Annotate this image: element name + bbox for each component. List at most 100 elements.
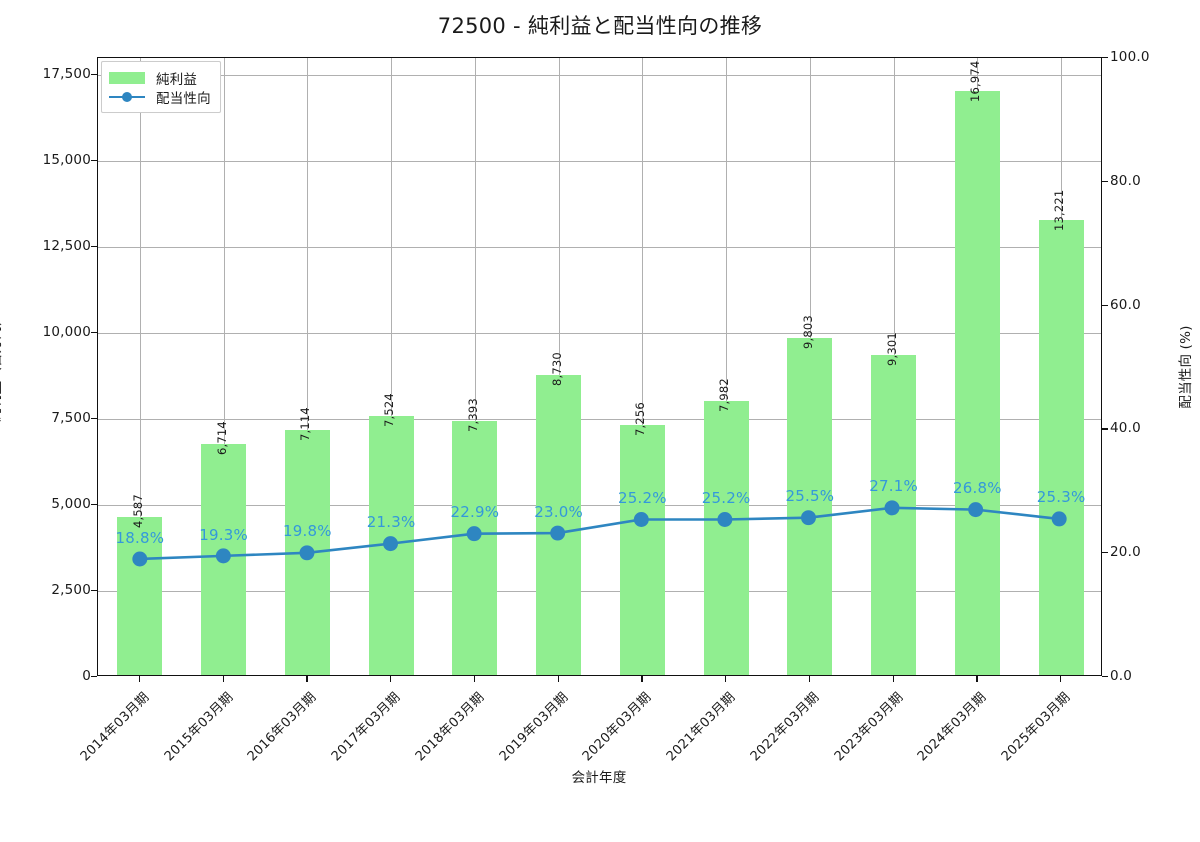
x-tick-mark (306, 676, 308, 682)
bar (201, 444, 247, 675)
x-tick-label: 2022年03月期 (747, 689, 823, 765)
x-tick-mark (390, 676, 392, 682)
y-tick-mark-left (91, 504, 97, 506)
gridline-vertical (307, 58, 309, 675)
y-tick-label-left: 0 (82, 668, 91, 684)
bar-value-label: 4,587 (130, 494, 145, 529)
x-tick-mark (641, 676, 643, 682)
x-tick-label: 2017年03月期 (329, 689, 404, 765)
legend-label-payout-ratio: 配当性向 (156, 90, 211, 107)
x-tick-label: 2020年03月期 (580, 689, 655, 765)
gridline-horizontal (98, 247, 1101, 249)
bar-value-label: 7,256 (633, 402, 648, 437)
payout-ratio-value-label: 19.8% (283, 522, 332, 541)
y-axis-label-left: 純利益（百万円） (0, 312, 4, 422)
legend-item-net-income: 純利益 (109, 68, 211, 88)
payout-ratio-value-label: 23.0% (534, 502, 583, 521)
y-tick-mark-left (91, 246, 97, 248)
line-series-payout-ratio (132, 500, 1067, 567)
payout-ratio-value-label: 26.8% (953, 479, 1002, 498)
chart-figure: 72500 - 純利益と配当性向の推移 純利益（百万円） 配当性向 (%) 会計… (0, 14, 1194, 786)
bar-value-label: 16,974 (968, 60, 983, 103)
y-tick-label-left: 5,000 (51, 496, 91, 513)
y-tick-mark-left (91, 418, 97, 420)
y-tick-mark-left (91, 676, 97, 678)
y-tick-mark-right (1102, 304, 1108, 306)
bar (536, 374, 582, 675)
plot-area: 4,587 6,714 7,114 7,524 7,393 8,730 7,256 7,982… (97, 57, 1102, 676)
gridline-horizontal (98, 75, 1101, 77)
x-tick-label: 2023年03月期 (831, 689, 907, 765)
x-tick-label: 2016年03月期 (245, 689, 320, 765)
y-tick-label-right: 60.0 (1110, 296, 1141, 313)
x-tick-mark (557, 676, 559, 682)
payout-ratio-value-label: 22.9% (450, 503, 500, 522)
y-tick-label-right: 40.0 (1110, 420, 1141, 437)
bar (452, 420, 498, 675)
legend-label-net-income: 純利益 (156, 71, 198, 88)
gridline-horizontal (98, 505, 1101, 507)
x-tick-label: 2021年03月期 (664, 689, 739, 765)
bar-value-label: 7,393 (465, 397, 480, 432)
x-axis-label: 会計年度 (571, 770, 627, 786)
y-tick-label-left: 15,000 (42, 152, 91, 169)
gridline-horizontal (98, 591, 1101, 593)
bar-value-label: 9,301 (884, 332, 899, 367)
bar-value-label: 9,803 (800, 314, 815, 349)
bar (954, 91, 1000, 675)
x-tick-label: 2015年03月期 (161, 689, 237, 765)
y-tick-mark-right (1102, 428, 1108, 430)
y-tick-label-left: 10,000 (42, 324, 91, 341)
payout-ratio-value-label: 25.3% (1036, 488, 1086, 507)
gridline-horizontal (98, 419, 1101, 421)
x-tick-label: 2025年03月期 (999, 689, 1074, 765)
chart-legend: 純利益 配当性向 (101, 61, 221, 113)
bar (368, 416, 414, 675)
y-tick-label-left: 12,500 (42, 238, 91, 255)
x-tick-mark (808, 676, 811, 682)
x-tick-mark (138, 676, 141, 682)
y-tick-mark-right (1102, 57, 1108, 59)
bar-value-label: 7,982 (717, 377, 732, 412)
payout-ratio-value-label: 25.2% (618, 489, 667, 507)
y-tick-mark-right (1102, 552, 1108, 554)
payout-ratio-value-label: 25.2% (701, 489, 751, 507)
payout-ratio-value-label: 19.3% (199, 525, 248, 544)
bar (1038, 220, 1084, 675)
x-tick-mark (725, 676, 727, 682)
bar-value-label: 7,114 (298, 407, 313, 442)
payout-ratio-value-label: 25.5% (785, 487, 835, 506)
legend-line-swatch-icon (109, 91, 145, 103)
payout-ratio-value-label: 21.3% (366, 513, 416, 532)
bar-value-label: 7,524 (382, 393, 397, 428)
bar-value-label: 6,714 (214, 421, 229, 456)
x-tick-mark (892, 676, 894, 682)
x-tick-label: 2024年03月期 (915, 689, 990, 765)
x-tick-mark (1060, 676, 1062, 682)
x-tick-label: 2018年03月期 (412, 689, 488, 765)
bar (703, 400, 749, 675)
x-tick-mark (222, 676, 224, 682)
gridline-vertical (474, 58, 476, 675)
bar (284, 430, 330, 675)
y-tick-mark-left (91, 74, 97, 76)
bar (619, 425, 665, 675)
x-tick-label: 2019年03月期 (496, 689, 572, 765)
chart-title: 72500 - 純利益と配当性向の推移 (437, 14, 763, 38)
y-tick-label-right: 20.0 (1110, 544, 1141, 561)
y-tick-mark-left (91, 332, 97, 334)
y-axis-label-right: 配当性向 (%) (1178, 325, 1194, 409)
y-tick-mark-left (91, 160, 97, 162)
legend-bar-swatch-icon (109, 71, 145, 84)
bar-value-label: 8,730 (549, 351, 564, 386)
y-tick-mark-right (1102, 180, 1108, 183)
gridline-horizontal (98, 161, 1101, 163)
y-tick-mark-right (1102, 676, 1108, 678)
gridline-vertical (642, 58, 644, 675)
y-tick-label-left: 2,500 (51, 582, 91, 599)
payout-ratio-value-label: 18.8% (115, 528, 165, 547)
bar (787, 337, 833, 675)
y-tick-label-left: 7,500 (51, 410, 91, 427)
gridline-horizontal (98, 333, 1101, 335)
y-tick-label-right: 80.0 (1110, 172, 1141, 189)
